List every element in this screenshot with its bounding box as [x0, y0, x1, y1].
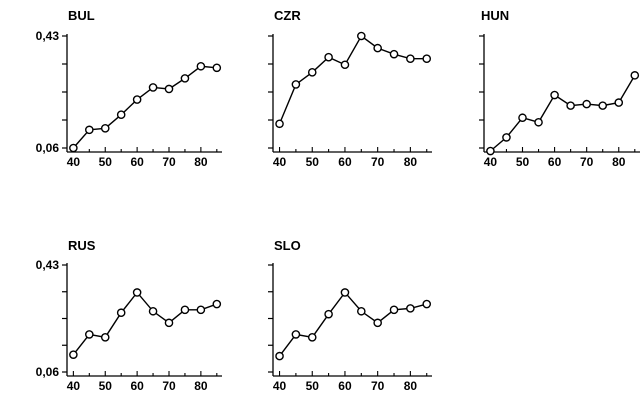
data-point [164, 84, 174, 94]
x-tick-label: 70 [371, 155, 385, 169]
data-point [275, 351, 284, 361]
data-point [534, 117, 543, 127]
x-tick-label: 70 [371, 379, 385, 393]
data-point [85, 125, 94, 135]
data-point [196, 61, 206, 71]
panel-hun: HUN 40 50 60 70 80 [479, 8, 640, 169]
x-tick-label: 80 [194, 155, 208, 169]
data-point [373, 43, 382, 53]
data-point [357, 31, 366, 41]
data-point [116, 308, 126, 318]
panel-slo: SLO 40 50 60 70 80 [268, 238, 432, 393]
data-point [212, 299, 222, 309]
data-point [422, 299, 432, 309]
data-point [598, 101, 608, 110]
data-point [373, 318, 382, 328]
data-point [422, 54, 432, 64]
x-tick-label: 40 [484, 155, 498, 169]
x-tick-label: 80 [194, 379, 208, 393]
series-line [72, 291, 218, 356]
x-tick-label: 70 [162, 155, 176, 169]
data-point [502, 133, 511, 142]
y-tick-label: 0,43 [36, 258, 60, 272]
x-tick-label: 60 [548, 155, 562, 169]
data-point [324, 309, 333, 319]
data-point [486, 146, 495, 156]
x-tick-label: 80 [404, 379, 418, 393]
data-point [324, 52, 333, 62]
data-point [630, 71, 640, 80]
data-point [340, 288, 350, 297]
panel-rus: RUS 0,06 0,43 40 50 60 70 80 [36, 238, 222, 393]
y-tick-label: 0,06 [36, 365, 60, 379]
data-point [291, 80, 301, 89]
series-line [278, 34, 427, 125]
data-point [357, 306, 366, 316]
x-tick-label: 50 [306, 155, 320, 169]
data-point [164, 318, 174, 328]
panel-bul: BUL 0,06 0,43 40 50 60 70 80 [36, 8, 222, 169]
panel-title: RUS [68, 238, 96, 253]
data-point [566, 101, 575, 110]
series-line [278, 291, 427, 357]
data-point [69, 143, 78, 153]
data-point [180, 74, 190, 83]
data-point [389, 49, 399, 59]
data-point [550, 90, 559, 100]
x-tick-label: 40 [273, 379, 287, 393]
data-point [85, 330, 94, 339]
data-point [196, 305, 206, 315]
x-tick-label: 70 [580, 155, 594, 169]
series-line [489, 74, 636, 152]
x-tick-label: 40 [67, 379, 81, 393]
panel-title: BUL [68, 8, 95, 23]
x-tick-label: 50 [99, 155, 113, 169]
data-point [614, 98, 624, 107]
data-point [100, 124, 110, 133]
data-point [148, 306, 158, 316]
x-tick-label: 60 [130, 379, 144, 393]
x-tick-label: 60 [338, 155, 352, 169]
x-tick-label: 60 [130, 155, 144, 169]
panel-title: SLO [274, 238, 301, 253]
data-point [340, 60, 350, 70]
series-line [72, 65, 217, 149]
data-point [291, 330, 301, 339]
data-point [307, 332, 317, 342]
y-tick-label: 0,43 [36, 29, 60, 43]
data-point [132, 95, 142, 104]
x-tick-label: 50 [306, 379, 320, 393]
x-tick-label: 40 [273, 155, 287, 169]
data-point [582, 99, 591, 109]
y-tick-label: 0,06 [36, 141, 60, 155]
panel-title: HUN [481, 8, 509, 23]
data-point [212, 63, 222, 73]
data-point [307, 68, 317, 77]
data-point [406, 54, 415, 64]
x-tick-label: 80 [612, 155, 626, 169]
data-point [406, 304, 415, 313]
x-tick-label: 50 [99, 379, 113, 393]
data-point [180, 305, 190, 315]
data-point [116, 110, 126, 120]
data-point [69, 350, 78, 359]
x-tick-label: 60 [338, 379, 352, 393]
x-tick-label: 70 [162, 379, 176, 393]
data-point [100, 332, 110, 342]
data-point [132, 288, 142, 297]
data-point [389, 305, 399, 315]
data-point [148, 83, 158, 92]
data-point [518, 113, 527, 123]
panel-czr: CZR 40 50 60 70 80 [268, 8, 432, 169]
x-tick-label: 80 [404, 155, 418, 169]
panel-title: CZR [274, 8, 301, 23]
data-point [275, 119, 284, 129]
x-tick-label: 40 [67, 155, 81, 169]
x-tick-label: 50 [516, 155, 530, 169]
